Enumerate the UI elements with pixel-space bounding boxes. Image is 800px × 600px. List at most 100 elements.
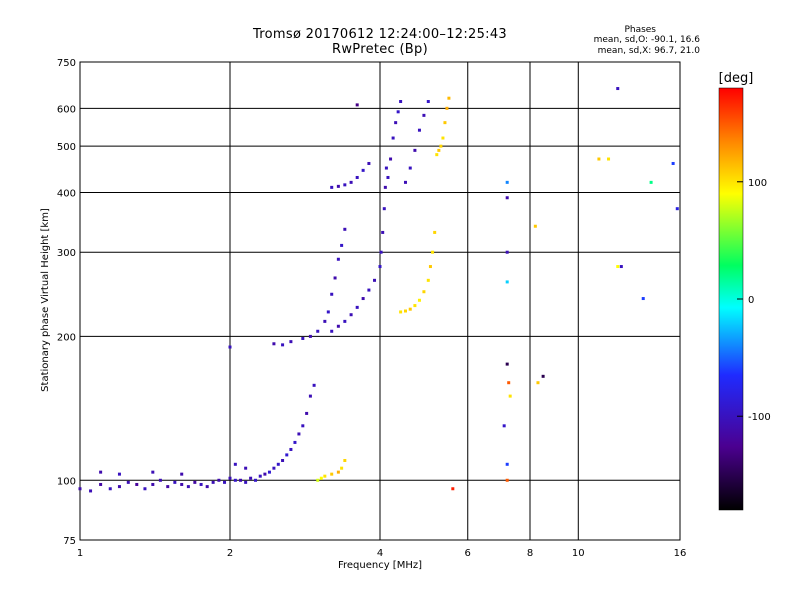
data-point bbox=[99, 482, 103, 486]
data-point bbox=[180, 472, 184, 476]
data-point bbox=[437, 148, 441, 152]
data-point bbox=[671, 161, 675, 165]
data-point bbox=[228, 476, 232, 480]
data-point bbox=[108, 487, 112, 491]
x-axis-label: Frequency [MHz] bbox=[338, 560, 422, 571]
data-point bbox=[505, 180, 509, 184]
data-point bbox=[193, 480, 197, 484]
data-point bbox=[408, 166, 412, 170]
data-point bbox=[378, 265, 382, 269]
data-point bbox=[158, 478, 162, 482]
phase-header: Phases bbox=[624, 25, 656, 35]
data-point bbox=[505, 250, 509, 254]
data-point bbox=[330, 185, 334, 189]
data-point bbox=[336, 257, 340, 261]
data-point bbox=[336, 324, 340, 328]
data-point bbox=[186, 485, 190, 489]
data-point bbox=[439, 144, 443, 148]
data-point bbox=[381, 230, 385, 234]
data-point bbox=[272, 342, 276, 346]
chart-title: Tromsø 20170612 12:24:00–12:25:43 bbox=[252, 27, 508, 42]
data-point bbox=[228, 345, 232, 349]
x-tick-label: 2 bbox=[227, 548, 233, 559]
data-point bbox=[426, 100, 430, 104]
data-point bbox=[505, 280, 509, 284]
data-point bbox=[326, 310, 330, 314]
data-point bbox=[330, 329, 334, 333]
data-point bbox=[272, 466, 276, 470]
data-point bbox=[117, 485, 121, 489]
data-point bbox=[533, 224, 537, 228]
data-point bbox=[343, 458, 347, 462]
y-tick-label: 400 bbox=[57, 188, 76, 199]
data-point bbox=[301, 424, 305, 428]
data-point bbox=[383, 185, 387, 189]
data-point bbox=[505, 362, 509, 366]
data-point bbox=[180, 482, 184, 486]
data-point bbox=[312, 383, 316, 387]
data-point bbox=[505, 462, 509, 466]
data-point bbox=[408, 307, 412, 311]
data-point bbox=[417, 298, 421, 302]
y-tick-label: 750 bbox=[57, 58, 76, 69]
colorbar-label: [deg] bbox=[719, 71, 754, 86]
data-point bbox=[233, 462, 237, 466]
data-point bbox=[399, 100, 403, 104]
phase-stats-x: mean, sd,X: 96.7, 21.0 bbox=[597, 46, 700, 56]
data-point bbox=[389, 157, 393, 161]
data-point bbox=[343, 227, 347, 231]
data-point bbox=[616, 265, 620, 269]
data-point bbox=[323, 319, 327, 323]
data-point bbox=[276, 462, 280, 466]
data-point bbox=[233, 478, 237, 482]
grid-lines bbox=[80, 62, 680, 540]
data-point bbox=[403, 309, 407, 313]
data-point bbox=[355, 305, 359, 309]
data-point bbox=[505, 196, 509, 200]
data-point bbox=[367, 161, 371, 165]
data-point bbox=[223, 480, 227, 484]
data-point bbox=[379, 250, 383, 254]
data-point bbox=[441, 136, 445, 140]
data-point bbox=[319, 476, 323, 480]
y-tick-label: 100 bbox=[57, 476, 76, 487]
colorbar-tick-label: 100 bbox=[748, 178, 767, 189]
data-point bbox=[403, 180, 407, 184]
data-point bbox=[413, 304, 417, 308]
data-point bbox=[541, 374, 545, 378]
data-point bbox=[258, 474, 262, 478]
data-point bbox=[382, 207, 386, 211]
data-point bbox=[391, 136, 395, 140]
y-tick-label: 300 bbox=[57, 248, 76, 259]
x-tick-label: 6 bbox=[465, 548, 471, 559]
data-point bbox=[355, 103, 359, 107]
data-point bbox=[239, 478, 243, 482]
data-point bbox=[343, 183, 347, 187]
y-tick-label: 75 bbox=[63, 536, 76, 547]
data-point bbox=[396, 110, 400, 114]
data-point bbox=[211, 480, 215, 484]
data-point bbox=[263, 472, 267, 476]
data-point bbox=[367, 288, 371, 292]
data-point bbox=[619, 265, 623, 269]
data-point bbox=[675, 207, 679, 211]
data-point bbox=[99, 470, 103, 474]
data-point bbox=[217, 478, 221, 482]
data-point bbox=[151, 470, 155, 474]
data-point bbox=[253, 478, 257, 482]
data-point bbox=[308, 394, 312, 398]
y-ticks: 75 100 200 300 400 500 600 750 bbox=[57, 58, 76, 547]
data-point bbox=[336, 184, 340, 188]
y-tick-label: 200 bbox=[57, 332, 76, 343]
data-point bbox=[281, 343, 285, 347]
data-point bbox=[616, 87, 620, 91]
data-point bbox=[349, 180, 353, 184]
data-points bbox=[78, 87, 679, 493]
x-tick-label: 8 bbox=[527, 548, 533, 559]
y-tick-label: 600 bbox=[57, 104, 76, 115]
x-tick-label: 16 bbox=[674, 548, 687, 559]
data-point bbox=[78, 487, 82, 491]
data-point bbox=[330, 472, 334, 476]
data-point bbox=[597, 157, 601, 161]
